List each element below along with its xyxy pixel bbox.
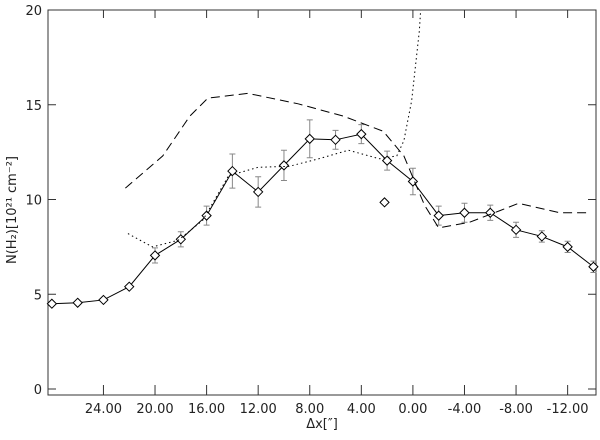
series-line <box>125 92 590 229</box>
x-axis-label: Δx[″] <box>306 417 338 432</box>
y-axis-label: N(H₂)[10²¹ cm⁻²] <box>5 156 20 264</box>
data-point <box>124 281 135 292</box>
series-line <box>51 133 594 305</box>
x-tick-label: 16.00 <box>188 402 225 417</box>
x-tick-label: 12.00 <box>240 402 277 417</box>
data-point <box>379 197 390 208</box>
data-point <box>72 297 83 308</box>
data-point <box>381 155 393 166</box>
x-tick-label: 4.00 <box>347 402 376 417</box>
y-tick-label: 10 <box>25 194 42 209</box>
plot-frame <box>47 9 597 396</box>
x-tick-label: 20.00 <box>136 402 173 417</box>
x-tick-label: -4.00 <box>448 402 482 417</box>
data-point <box>433 210 444 221</box>
x-tick-label: 24.00 <box>85 402 122 417</box>
data-point <box>330 134 341 146</box>
y-tick-label: 15 <box>25 99 42 114</box>
data-point <box>278 160 290 171</box>
data-point <box>227 165 238 177</box>
data-point <box>98 294 109 306</box>
data-point <box>562 241 573 253</box>
data-point <box>459 207 470 218</box>
data-point <box>252 186 264 198</box>
x-tick-label: 8.00 <box>295 402 324 417</box>
y-tick-label: 5 <box>34 288 42 303</box>
data-point <box>588 261 599 272</box>
x-tick-label: 0.00 <box>398 402 427 417</box>
data-point <box>175 234 187 245</box>
data-point <box>485 207 496 218</box>
data-point <box>46 298 58 309</box>
x-tick-label: -12.00 <box>547 402 589 417</box>
data-point <box>536 231 548 242</box>
data-point <box>201 210 212 221</box>
y-tick-label: 0 <box>34 383 42 398</box>
data-point <box>356 128 367 140</box>
series-line <box>127 9 422 248</box>
data-point <box>304 133 315 145</box>
data-point <box>149 250 161 261</box>
x-tick-label: -8.00 <box>499 402 533 417</box>
y-tick-label: 20 <box>25 4 42 19</box>
data-point <box>510 224 522 236</box>
